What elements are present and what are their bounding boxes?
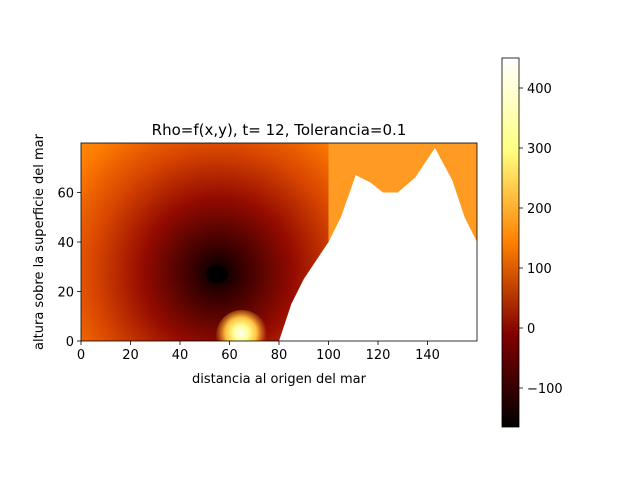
x-tick-label: 100: [316, 348, 341, 363]
y-axis-label: altura sobre la superficie del mar: [32, 133, 47, 350]
x-axis-label: distancia al origen del mar: [192, 372, 367, 387]
colorbar: −100 0 100 200 300 400: [501, 57, 563, 428]
x-axis: 0 20 40 60 80 100 120 140: [77, 341, 440, 363]
plot-area: [81, 143, 477, 341]
x-tick-label: 20: [122, 348, 139, 363]
y-axis: 0 20 40 60: [57, 187, 81, 350]
land-region: [279, 147, 477, 341]
colorbar-tick-label: 100: [527, 262, 552, 277]
minimum-region: [206, 265, 229, 284]
colorbar-tick-label: −100: [527, 382, 563, 397]
x-tick-label: 80: [271, 348, 288, 363]
colorbar-tick-label: 200: [527, 202, 552, 217]
maximum-region: [215, 310, 268, 341]
x-tick-label: 140: [415, 348, 440, 363]
y-tick-label: 0: [66, 335, 74, 350]
y-tick-label: 20: [57, 286, 74, 301]
colorbar-ticks: −100 0 100 200 300 400: [519, 82, 563, 397]
x-tick-label: 60: [221, 348, 238, 363]
x-tick-label: 40: [172, 348, 189, 363]
colorbar-tick-label: 300: [527, 142, 552, 157]
y-tick-label: 60: [57, 187, 74, 202]
y-tick-label: 40: [57, 236, 74, 251]
x-tick-label: 120: [366, 348, 391, 363]
x-tick-label: 0: [77, 348, 85, 363]
chart-title: Rho=f(x,y), t= 12, Tolerancia=0.1: [152, 121, 407, 139]
colorbar-gradient: [501, 57, 520, 428]
colorbar-tick-label: 0: [527, 322, 535, 337]
colorbar-tick-label: 400: [527, 82, 552, 97]
